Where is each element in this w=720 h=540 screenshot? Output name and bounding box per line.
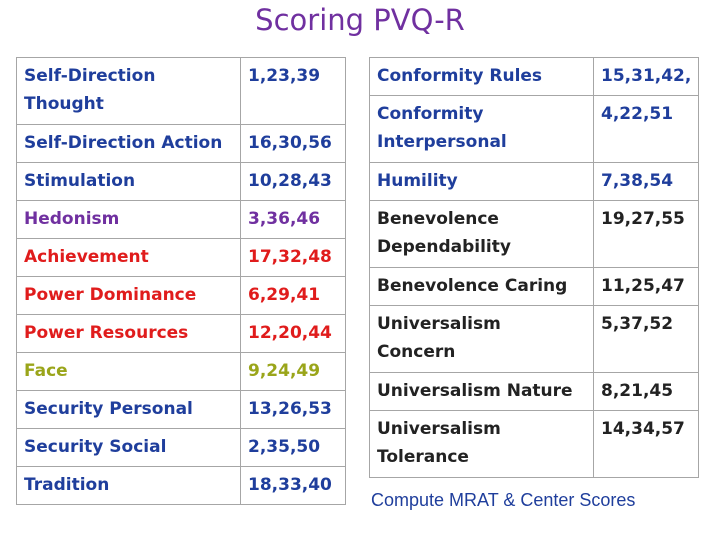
value-name-cell: Conformity Interpersonal — [369, 95, 594, 163]
item-numbers-cell: 9,24,49 — [240, 352, 346, 391]
item-numbers-cell: 1,23,39 — [240, 57, 346, 125]
item-numbers-cell: 12,20,44 — [240, 314, 346, 353]
item-numbers-cell: 7,38,54 — [593, 162, 699, 201]
value-name-cell: Security Personal — [16, 390, 241, 429]
value-name-cell: Benevolence Dependability — [369, 200, 594, 268]
value-name-cell: Hedonism — [16, 200, 241, 239]
value-name-cell: Achievement — [16, 238, 241, 277]
table-row: Universalism Tolerance 14,34,57 — [369, 410, 699, 478]
table-row: Tradition 18,33,40 — [16, 466, 346, 505]
table-row: Conformity Interpersonal 4,22,51 — [369, 95, 699, 163]
table-row: Benevolence Caring 11,25,47 — [369, 267, 699, 306]
value-name-cell: Humility — [369, 162, 594, 201]
value-name-cell: Self-Direction Thought — [16, 57, 241, 125]
table-row: Power Dominance 6,29,41 — [16, 276, 346, 315]
table-row: Universalism Nature 8,21,45 — [369, 372, 699, 411]
page-title: Scoring PVQ-R — [255, 3, 465, 37]
item-numbers-cell: 11,25,47 — [593, 267, 699, 306]
value-name-cell: Conformity Rules — [369, 57, 594, 96]
value-name-cell: Universalism Concern — [369, 305, 594, 373]
value-name-cell: Stimulation — [16, 162, 241, 201]
item-numbers-cell: 8,21,45 — [593, 372, 699, 411]
footer-note: Compute MRAT & Center Scores — [371, 490, 636, 510]
item-numbers-cell: 4,22,51 — [593, 95, 699, 163]
table-row: Security Personal 13,26,53 — [16, 390, 346, 429]
table-row: Self-Direction Thought 1,23,39 — [16, 57, 346, 125]
item-numbers-cell: 10,28,43 — [240, 162, 346, 201]
item-numbers-cell: 13,26,53 — [240, 390, 346, 429]
item-numbers-cell: 5,37,52 — [593, 305, 699, 373]
value-name-cell: Universalism Tolerance — [369, 410, 594, 478]
value-name-cell: Power Resources — [16, 314, 241, 353]
item-numbers-cell: 17,32,48 — [240, 238, 346, 277]
table-row: Face 9,24,49 — [16, 352, 346, 391]
value-name-cell: Universalism Nature — [369, 372, 594, 411]
table-row: Universalism Concern 5,37,52 — [369, 305, 699, 373]
value-name-cell: Power Dominance — [16, 276, 241, 315]
item-numbers-cell: 16,30,56 — [240, 124, 346, 163]
value-name-cell: Face — [16, 352, 241, 391]
left-scoring-table: Self-Direction Thought 1,23,39 Self-Directi… — [16, 57, 346, 505]
value-name-cell: Security Social — [16, 428, 241, 467]
right-scoring-table: Conformity Rules 15,31,42, Conformity Inter… — [369, 57, 699, 478]
item-numbers-cell: 6,29,41 — [240, 276, 346, 315]
table-row: Stimulation 10,28,43 — [16, 162, 346, 201]
table-row: Security Social 2,35,50 — [16, 428, 346, 467]
table-row: Conformity Rules 15,31,42, — [369, 57, 699, 96]
table-row: Power Resources 12,20,44 — [16, 314, 346, 353]
item-numbers-cell: 18,33,40 — [240, 466, 346, 505]
value-name-cell: Self-Direction Action — [16, 124, 241, 163]
table-row: Achievement 17,32,48 — [16, 238, 346, 277]
table-row: Humility 7,38,54 — [369, 162, 699, 201]
item-numbers-cell: 3,36,46 — [240, 200, 346, 239]
table-row: Benevolence Dependability 19,27,55 — [369, 200, 699, 268]
value-name-cell: Tradition — [16, 466, 241, 505]
item-numbers-cell: 19,27,55 — [593, 200, 699, 268]
table-row: Self-Direction Action 16,30,56 — [16, 124, 346, 163]
item-numbers-cell: 14,34,57 — [593, 410, 699, 478]
item-numbers-cell: 15,31,42, — [593, 57, 699, 96]
value-name-cell: Benevolence Caring — [369, 267, 594, 306]
item-numbers-cell: 2,35,50 — [240, 428, 346, 467]
table-row: Hedonism 3,36,46 — [16, 200, 346, 239]
